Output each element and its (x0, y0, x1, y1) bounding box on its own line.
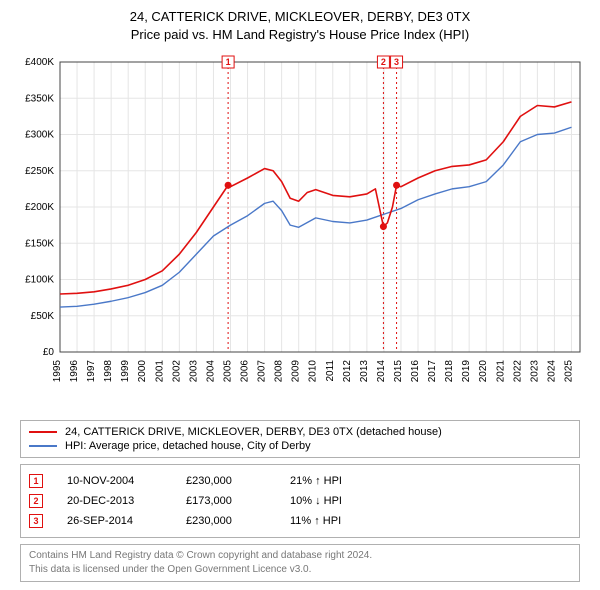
svg-text:2013: 2013 (359, 360, 370, 383)
svg-text:£100K: £100K (25, 275, 54, 286)
event-price: £230,000 (186, 515, 266, 527)
title-line-2: Price paid vs. HM Land Registry's House … (10, 26, 590, 44)
svg-text:2006: 2006 (240, 360, 251, 383)
legend-row: HPI: Average price, detached house, City… (29, 439, 571, 453)
svg-text:£0: £0 (43, 347, 55, 358)
svg-text:2003: 2003 (188, 360, 199, 383)
line-chart: £0 £50K £100K £150K £200K £250K £300K £350K £400… (10, 52, 590, 412)
svg-text:3: 3 (394, 57, 399, 67)
svg-text:2021: 2021 (495, 360, 506, 383)
svg-text:2010: 2010 (308, 360, 319, 383)
svg-text:2001: 2001 (154, 360, 165, 383)
svg-text:£200K: £200K (25, 202, 54, 213)
event-row: 1 10-NOV-2004 £230,000 21% ↑ HPI (29, 471, 571, 491)
legend-swatch (29, 445, 57, 447)
svg-text:2023: 2023 (529, 360, 540, 383)
legend: 24, CATTERICK DRIVE, MICKLEOVER, DERBY, … (20, 420, 580, 458)
attribution-line-2: This data is licensed under the Open Gov… (29, 563, 571, 577)
svg-text:2007: 2007 (257, 360, 268, 383)
legend-swatch (29, 431, 57, 433)
svg-text:1995: 1995 (52, 360, 63, 383)
event-row: 2 20-DEC-2013 £173,000 10% ↓ HPI (29, 491, 571, 511)
svg-text:2: 2 (381, 57, 386, 67)
title-block: 24, CATTERICK DRIVE, MICKLEOVER, DERBY, … (10, 8, 590, 44)
chart-container: 24, CATTERICK DRIVE, MICKLEOVER, DERBY, … (0, 0, 600, 590)
svg-text:1996: 1996 (69, 360, 80, 383)
svg-text:£250K: £250K (25, 166, 54, 177)
svg-text:2008: 2008 (274, 360, 285, 383)
svg-text:1: 1 (226, 57, 231, 67)
svg-text:2020: 2020 (478, 360, 489, 383)
svg-text:2016: 2016 (410, 360, 421, 383)
event-date: 20-DEC-2013 (67, 495, 162, 507)
event-marker: 3 (29, 514, 43, 528)
svg-text:2014: 2014 (376, 360, 387, 383)
svg-text:1997: 1997 (86, 360, 97, 383)
svg-text:2004: 2004 (205, 360, 216, 383)
svg-text:£50K: £50K (31, 311, 55, 322)
svg-text:2022: 2022 (512, 360, 523, 383)
svg-text:2015: 2015 (393, 360, 404, 383)
svg-text:2009: 2009 (291, 360, 302, 383)
svg-text:2017: 2017 (427, 360, 438, 383)
svg-text:2000: 2000 (137, 360, 148, 383)
svg-text:£150K: £150K (25, 239, 54, 250)
event-delta: 11% ↑ HPI (290, 515, 341, 527)
legend-label: HPI: Average price, detached house, City… (65, 440, 311, 452)
legend-row: 24, CATTERICK DRIVE, MICKLEOVER, DERBY, … (29, 425, 571, 439)
svg-text:2012: 2012 (342, 360, 353, 383)
event-marker: 1 (29, 474, 43, 488)
event-marker: 2 (29, 494, 43, 508)
svg-text:1998: 1998 (103, 360, 114, 383)
legend-label: 24, CATTERICK DRIVE, MICKLEOVER, DERBY, … (65, 426, 442, 438)
event-date: 10-NOV-2004 (67, 475, 162, 487)
event-row: 3 26-SEP-2014 £230,000 11% ↑ HPI (29, 511, 571, 531)
event-price: £230,000 (186, 475, 266, 487)
svg-text:1999: 1999 (120, 360, 131, 383)
svg-text:2011: 2011 (325, 360, 336, 382)
title-line-1: 24, CATTERICK DRIVE, MICKLEOVER, DERBY, … (10, 8, 590, 26)
svg-text:2018: 2018 (444, 360, 455, 383)
svg-text:£350K: £350K (25, 94, 54, 105)
event-delta: 21% ↑ HPI (290, 475, 342, 487)
svg-text:£300K: £300K (25, 130, 54, 141)
event-delta: 10% ↓ HPI (290, 495, 342, 507)
svg-text:£400K: £400K (25, 57, 54, 68)
svg-text:2019: 2019 (461, 360, 472, 383)
svg-text:2025: 2025 (563, 360, 574, 383)
events-table: 1 10-NOV-2004 £230,000 21% ↑ HPI 2 20-DEC-201… (20, 464, 580, 538)
attribution-line-1: Contains HM Land Registry data © Crown c… (29, 549, 571, 563)
event-date: 26-SEP-2014 (67, 515, 162, 527)
chart-svg: £0 £50K £100K £150K £200K £250K £300K £350K £400… (10, 52, 590, 412)
svg-text:2002: 2002 (171, 360, 182, 383)
attribution: Contains HM Land Registry data © Crown c… (20, 544, 580, 582)
event-price: £173,000 (186, 495, 266, 507)
svg-text:2024: 2024 (546, 360, 557, 383)
svg-text:2005: 2005 (222, 360, 233, 383)
